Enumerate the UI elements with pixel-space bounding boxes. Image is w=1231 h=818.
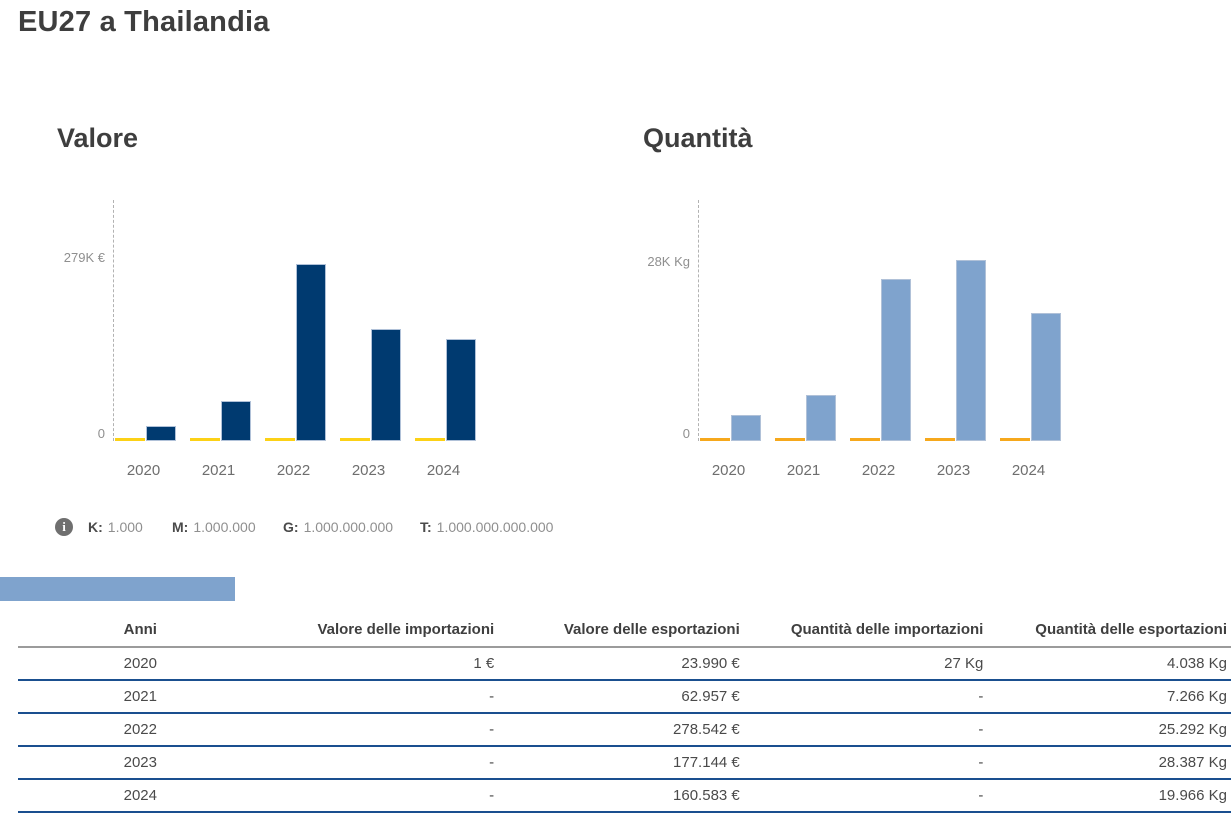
unit-legend-k-label: K: xyxy=(88,519,103,535)
table-cell: - xyxy=(262,746,499,780)
bar-quantita-importazioni-2021[interactable] xyxy=(775,438,805,441)
header-quantita-importazioni: Quantità delle importazioni xyxy=(743,613,988,648)
table-cell: 62.957 € xyxy=(498,680,744,714)
chart-valore-yzero-label: 0 xyxy=(97,426,105,441)
table-row-2021: 2021-62.957 € -7.266 Kg xyxy=(18,680,1231,714)
trade-data-table: Anni Valore delle importazioni Valore de… xyxy=(18,613,1231,813)
unit-legend-k: K: 1.000 xyxy=(88,519,143,536)
chart-quantita-title: Quantità xyxy=(643,123,753,153)
bar-quantita-importazioni-2023[interactable] xyxy=(925,438,955,441)
bar-valore-importazioni-2024[interactable] xyxy=(415,438,445,441)
chart-quantita-plot-area xyxy=(698,200,1079,441)
table-cell: 25.292 Kg xyxy=(987,713,1231,747)
bar-quantita-importazioni-2022[interactable] xyxy=(850,438,880,441)
header-anni: Anni xyxy=(18,613,263,648)
xaxis-label-quantita-2023: 2023 xyxy=(936,462,971,479)
xaxis-label-quantita-2020: 2020 xyxy=(711,462,746,479)
table-cell: - xyxy=(262,779,499,813)
xaxis-label-valore-2024: 2024 xyxy=(426,462,461,479)
xaxis-label-quantita-2022: 2022 xyxy=(861,462,896,479)
chart-valore-title: Valore xyxy=(57,123,139,153)
table-cell: 2024 xyxy=(18,779,263,813)
bar-quantita-importazioni-2020[interactable] xyxy=(700,438,730,441)
xaxis-label-valore-2023: 2023 xyxy=(351,462,386,479)
info-icon[interactable]: i xyxy=(55,518,73,536)
unit-legend-g: G: 1.000.000.000 xyxy=(283,519,393,536)
chart-quantita-ymax-label: 28K Kg xyxy=(647,254,690,269)
bar-valore-importazioni-2022[interactable] xyxy=(265,438,295,441)
xaxis-label-valore-2020: 2020 xyxy=(126,462,161,479)
bar-valore-importazioni-2021[interactable] xyxy=(190,438,220,441)
bar-quantita-esportazioni-2023[interactable] xyxy=(956,260,986,441)
unit-legend-t-value: 1.000.000.000.000 xyxy=(436,519,554,535)
bar-valore-esportazioni-2020[interactable] xyxy=(146,426,176,441)
table-cell: 278.542 € xyxy=(498,713,744,747)
unit-legend-t: T: 1.000.000.000.000 xyxy=(420,519,553,536)
table-cell: 2023 xyxy=(18,746,263,780)
chart-quantita-yzero-label: 0 xyxy=(682,426,690,441)
table-cell: 1 € xyxy=(262,647,499,681)
bar-valore-esportazioni-2023[interactable] xyxy=(371,329,401,441)
xaxis-label-quantita-2024: 2024 xyxy=(1011,462,1046,479)
table-cell: 27 Kg xyxy=(743,647,988,681)
table-cell: - xyxy=(743,680,988,714)
table-row-2024: 2024-160.583 € -19.966 Kg xyxy=(18,779,1231,813)
table-cell: 19.966 Kg xyxy=(987,779,1231,813)
chart-valore-plot-area xyxy=(113,200,494,441)
table-row-2023: 2023-177.144 € -28.387 Kg xyxy=(18,746,1231,780)
unit-legend-m-value: 1.000.000 xyxy=(193,519,256,535)
table-cell: 28.387 Kg xyxy=(987,746,1231,780)
bar-quantita-esportazioni-2024[interactable] xyxy=(1031,313,1061,441)
bar-valore-esportazioni-2024[interactable] xyxy=(446,339,476,441)
unit-legend-g-label: G: xyxy=(283,519,299,535)
unit-legend-m: M: 1.000.000 xyxy=(172,519,256,536)
table-row-2020: 2020 1 €23.990 €27 Kg 4.038 Kg xyxy=(18,647,1231,681)
table-cell: 177.144 € xyxy=(498,746,744,780)
xaxis-label-valore-2021: 2021 xyxy=(201,462,236,479)
chart-valore-ymax-label: 279K € xyxy=(63,250,105,265)
page-title: EU27 a Thailandia xyxy=(18,6,270,38)
table-cell: - xyxy=(262,680,499,714)
bar-valore-importazioni-2020[interactable] xyxy=(115,438,145,441)
xaxis-label-quantita-2021: 2021 xyxy=(786,462,821,479)
table-header-row: Anni Valore delle importazioni Valore de… xyxy=(18,613,1231,648)
legend-swatch-quantita-esportazioni xyxy=(0,577,235,601)
bar-quantita-importazioni-2024[interactable] xyxy=(1000,438,1030,441)
bar-quantita-esportazioni-2022[interactable] xyxy=(881,279,911,441)
table-cell: - xyxy=(262,713,499,747)
table-cell: - xyxy=(743,746,988,780)
table-row-2022: 2022-278.542 € -25.292 Kg xyxy=(18,713,1231,747)
bar-valore-esportazioni-2021[interactable] xyxy=(221,401,251,441)
table-cell: 4.038 Kg xyxy=(987,647,1231,681)
header-valore-importazioni: Valore delle importazioni xyxy=(262,613,499,648)
table-cell: 2020 xyxy=(18,647,263,681)
table-cell: 23.990 € xyxy=(498,647,744,681)
unit-legend-g-value: 1.000.000.000 xyxy=(303,519,394,535)
bar-valore-importazioni-2023[interactable] xyxy=(340,438,370,441)
table-cell: 2022 xyxy=(18,713,263,747)
header-valore-esportazioni: Valore delle esportazioni xyxy=(498,613,744,648)
table-cell: - xyxy=(743,713,988,747)
header-quantita-esportazioni: Quantità delle esportazioni xyxy=(987,613,1231,648)
table-cell: 7.266 Kg xyxy=(987,680,1231,714)
bar-quantita-esportazioni-2020[interactable] xyxy=(731,415,761,441)
table-cell: 2021 xyxy=(18,680,263,714)
xaxis-label-valore-2022: 2022 xyxy=(276,462,311,479)
table-cell: - xyxy=(743,779,988,813)
bar-quantita-esportazioni-2021[interactable] xyxy=(806,395,836,441)
bar-valore-esportazioni-2022[interactable] xyxy=(296,264,326,441)
table-cell: 160.583 € xyxy=(498,779,744,813)
unit-legend-t-label: T: xyxy=(420,519,432,535)
unit-legend-k-value: 1.000 xyxy=(107,519,143,535)
unit-legend-m-label: M: xyxy=(172,519,189,535)
